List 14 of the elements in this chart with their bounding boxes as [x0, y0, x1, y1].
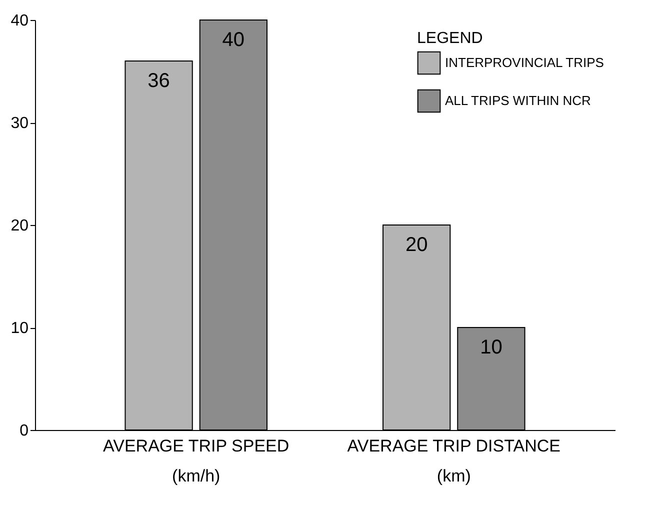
x-tick-label: AVERAGE TRIP SPEED (km/h)	[103, 436, 290, 486]
data-label: 36	[148, 70, 170, 92]
data-label: 20	[405, 234, 428, 256]
y-tick-label: 10	[10, 320, 29, 337]
legend-label: ALL TRIPS WITHIN NCR	[445, 93, 591, 108]
y-tick-label: 0	[20, 422, 29, 440]
legend-label: INTERPROVINCIAL TRIPS	[445, 55, 604, 70]
data-label: 40	[222, 29, 245, 51]
legend-title: LEGEND	[417, 30, 483, 47]
data-label: 10	[480, 336, 502, 358]
y-tick-label: 20	[10, 218, 29, 234]
y-tick-label: 30	[10, 115, 29, 132]
x-tick-label: AVERAGE TRIP DISTANCE (km)	[347, 436, 560, 486]
y-tick-label: 40	[10, 12, 29, 30]
